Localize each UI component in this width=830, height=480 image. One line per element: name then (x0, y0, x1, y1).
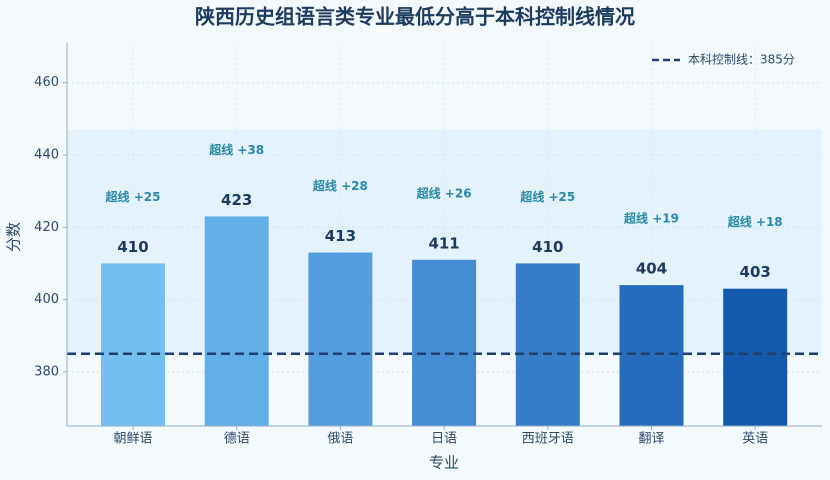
annotation: 超线 +18 (727, 214, 783, 229)
legend-label: 本科控制线：385分 (688, 53, 795, 67)
bar (308, 252, 373, 426)
bar (412, 259, 477, 426)
bar (204, 216, 269, 426)
y-tick-label: 460 (34, 75, 59, 90)
y-tick-label: 420 (34, 220, 59, 235)
y-axis-label: 分数 (5, 222, 23, 252)
x-axis-label: 专业 (429, 454, 459, 472)
x-tick-label: 日语 (431, 432, 457, 447)
value-label: 413 (325, 227, 356, 245)
annotation: 超线 +38 (208, 142, 264, 157)
annotation: 超线 +19 (623, 211, 679, 226)
value-label: 411 (428, 234, 459, 252)
y-tick-label: 400 (34, 292, 59, 307)
annotation: 超线 +26 (416, 185, 472, 200)
value-label: 423 (221, 191, 252, 209)
value-label: 410 (532, 238, 563, 256)
bar (619, 285, 684, 426)
annotation: 超线 +25 (105, 189, 161, 204)
bar (101, 263, 165, 426)
annotation: 超线 +25 (519, 189, 575, 204)
y-tick-label: 440 (34, 148, 59, 163)
bar (723, 288, 788, 426)
value-label: 403 (740, 263, 771, 281)
x-tick-label: 俄语 (327, 432, 353, 447)
annotation: 超线 +28 (312, 178, 368, 193)
x-tick-label: 翻译 (638, 432, 664, 447)
x-tick-label: 西班牙语 (522, 432, 574, 447)
chart-title: 陕西历史组语言类专业最低分高于本科控制线情况 (195, 5, 635, 29)
x-tick-label: 德语 (224, 432, 250, 447)
x-tick-label: 朝鲜语 (113, 432, 152, 447)
bar (515, 263, 580, 426)
y-tick-label: 380 (34, 364, 59, 379)
x-tick-label: 英语 (742, 432, 768, 447)
value-label: 404 (636, 260, 667, 278)
value-label: 410 (117, 238, 148, 256)
